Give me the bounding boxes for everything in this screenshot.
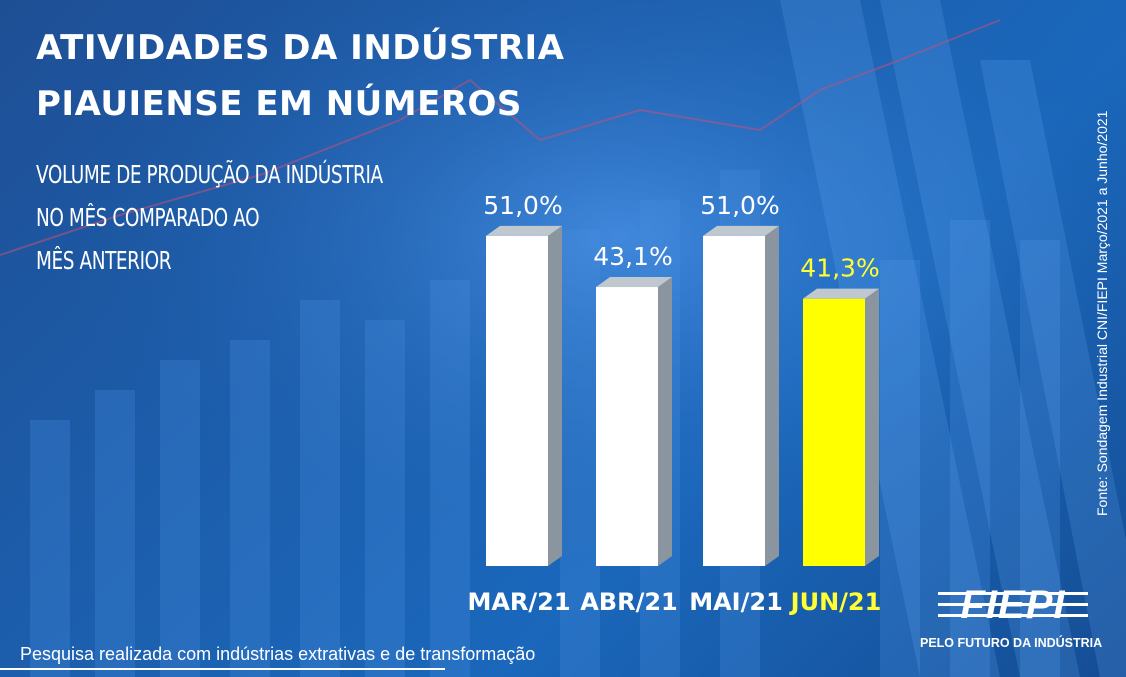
bar-top-face — [486, 225, 562, 236]
bar-top-face — [803, 288, 879, 299]
bar-side-face — [658, 277, 672, 566]
subtitle-line-3: MÊS ANTERIOR — [36, 246, 172, 275]
logo-tagline: PELO FUTURO DA INDÚSTRIA — [920, 636, 1103, 650]
subtitle-line-1: VOLUME DE PRODUÇÃO DA INDÚSTRIA — [36, 160, 383, 189]
bar-side-face — [548, 225, 562, 566]
title-line-1: ATIVIDADES DA INDÚSTRIA — [36, 28, 565, 68]
x-tick-label: ABR/21 — [580, 588, 678, 616]
fiepi-logo: FIEPI PELO FUTURO DA INDÚSTRIA — [920, 583, 1108, 656]
bar — [486, 235, 548, 566]
bar-side-face — [865, 288, 879, 566]
bar-value-label: 41,3% — [800, 254, 879, 283]
bar — [803, 298, 865, 566]
footnote: Pesquisa realizada com indústrias extrat… — [20, 644, 536, 664]
bar — [703, 235, 765, 566]
bar-value-label: 51,0% — [483, 191, 562, 220]
x-tick-label: JUN/21 — [789, 588, 882, 616]
bar-value-label: 51,0% — [700, 191, 779, 220]
bar-value-label: 43,1% — [593, 242, 672, 271]
bar-top-face — [596, 277, 672, 288]
logo-name: FIEPI — [960, 583, 1066, 627]
bar — [596, 287, 658, 566]
logo-stripe — [938, 614, 1088, 617]
x-tick-label: MAR/21 — [467, 588, 570, 616]
footnote-underline — [0, 668, 445, 670]
subtitle-line-2: NO MÊS COMPARADO AO — [36, 203, 260, 232]
source-note: Fonte: Sondagem Industrial CNI/FIEPI Mar… — [1094, 110, 1110, 516]
title-line-2: PIAUIENSE EM NÚMEROS — [36, 84, 522, 124]
logo-stripe — [938, 592, 1088, 595]
bar-side-face — [765, 225, 779, 566]
fiepi-logo-mark: FIEPI — [938, 583, 1088, 627]
x-tick-label: MAI/21 — [689, 588, 783, 616]
logo-stripe — [938, 603, 1088, 606]
bar-top-face — [703, 225, 779, 236]
